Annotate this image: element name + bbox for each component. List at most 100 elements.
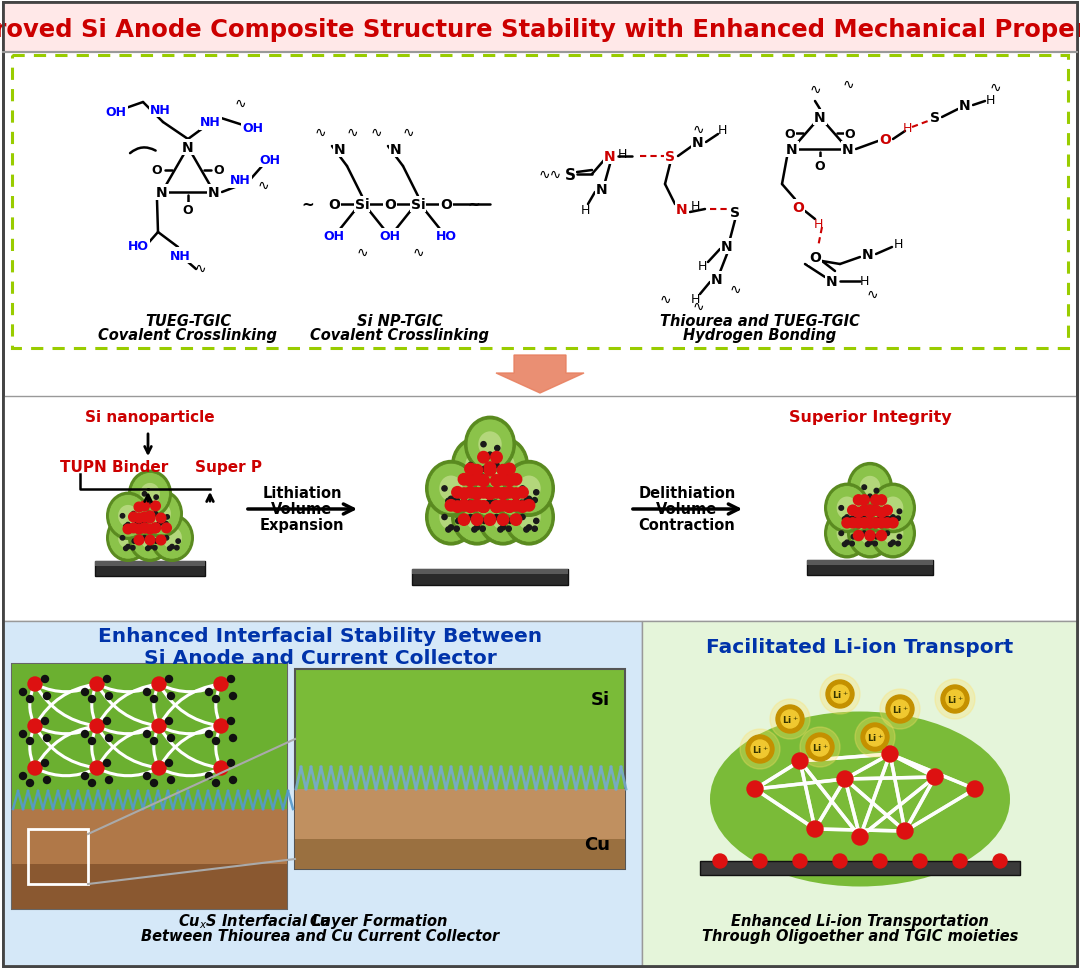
Ellipse shape [850, 512, 890, 556]
Ellipse shape [481, 492, 526, 543]
Circle shape [471, 474, 483, 485]
Circle shape [229, 693, 237, 700]
Circle shape [81, 689, 89, 696]
Circle shape [451, 501, 463, 513]
Circle shape [474, 473, 480, 479]
Circle shape [526, 525, 531, 530]
Text: ∿: ∿ [692, 123, 704, 137]
Circle shape [151, 523, 160, 533]
Circle shape [213, 696, 219, 703]
Circle shape [19, 772, 27, 780]
Circle shape [507, 526, 511, 532]
Circle shape [471, 488, 483, 500]
Circle shape [176, 540, 180, 544]
Circle shape [157, 522, 161, 527]
Circle shape [879, 516, 883, 519]
Circle shape [104, 675, 110, 683]
Circle shape [28, 719, 42, 734]
Circle shape [482, 518, 487, 524]
Text: NH: NH [230, 174, 251, 187]
Circle shape [472, 476, 477, 481]
Ellipse shape [477, 489, 529, 547]
Circle shape [165, 516, 170, 519]
Text: Hydrogen Bonding: Hydrogen Bonding [684, 328, 837, 343]
Circle shape [503, 501, 515, 513]
Text: Si: Si [354, 198, 369, 212]
Text: Contraction: Contraction [638, 517, 735, 532]
Circle shape [524, 500, 535, 512]
Text: Li$^+$: Li$^+$ [892, 703, 908, 715]
Ellipse shape [139, 490, 183, 538]
Text: OH: OH [324, 231, 345, 243]
Circle shape [145, 512, 154, 521]
Circle shape [123, 547, 129, 551]
Text: O: O [151, 164, 162, 176]
Circle shape [487, 499, 492, 505]
Circle shape [800, 728, 840, 767]
Text: Si: Si [410, 198, 426, 212]
Circle shape [510, 474, 522, 485]
Circle shape [471, 515, 483, 526]
Circle shape [89, 737, 95, 745]
Circle shape [508, 518, 513, 524]
Text: Covalent Crosslinking: Covalent Crosslinking [98, 328, 278, 343]
Circle shape [446, 527, 451, 533]
Circle shape [448, 497, 454, 502]
Circle shape [152, 546, 157, 550]
Bar [12, 809, 287, 909]
Circle shape [865, 506, 875, 516]
Circle shape [503, 464, 515, 475]
Circle shape [495, 493, 500, 498]
Circle shape [165, 760, 173, 766]
Circle shape [482, 467, 487, 472]
Bar [295, 670, 625, 869]
Text: HO: HO [435, 231, 457, 243]
Circle shape [481, 442, 486, 448]
Text: Li$^+$: Li$^+$ [832, 688, 849, 701]
Circle shape [150, 737, 158, 745]
Circle shape [145, 524, 154, 534]
Text: N: N [862, 248, 874, 262]
Text: N: N [786, 142, 798, 157]
Circle shape [146, 503, 150, 507]
Circle shape [471, 488, 483, 500]
Text: ∿: ∿ [659, 293, 671, 306]
Ellipse shape [860, 522, 880, 545]
Circle shape [870, 495, 881, 506]
Text: OH: OH [106, 107, 126, 119]
Circle shape [497, 500, 509, 512]
Circle shape [477, 501, 489, 513]
Text: ∿: ∿ [989, 81, 1001, 95]
Circle shape [521, 493, 526, 498]
Circle shape [500, 473, 505, 479]
Bar [3, 621, 642, 966]
Circle shape [157, 536, 166, 546]
Circle shape [873, 542, 877, 547]
Circle shape [865, 531, 875, 541]
Circle shape [770, 700, 810, 739]
Bar [295, 789, 625, 869]
Text: HO: HO [379, 231, 401, 243]
Text: OH: OH [259, 153, 281, 167]
Circle shape [205, 689, 213, 696]
Text: ∿: ∿ [370, 126, 382, 140]
Circle shape [497, 488, 509, 500]
Ellipse shape [873, 512, 914, 556]
Circle shape [891, 541, 895, 546]
Circle shape [143, 516, 147, 519]
Circle shape [477, 476, 489, 486]
Circle shape [897, 823, 913, 839]
Circle shape [891, 701, 909, 718]
Circle shape [143, 492, 147, 496]
Circle shape [873, 496, 877, 500]
Text: N: N [721, 239, 733, 254]
Circle shape [43, 777, 51, 784]
Circle shape [534, 490, 539, 495]
Circle shape [865, 496, 870, 501]
Circle shape [106, 693, 112, 700]
Circle shape [477, 501, 489, 513]
Circle shape [860, 518, 869, 528]
Circle shape [534, 518, 539, 524]
Text: Cu: Cu [584, 835, 610, 853]
Bar [95, 561, 205, 566]
